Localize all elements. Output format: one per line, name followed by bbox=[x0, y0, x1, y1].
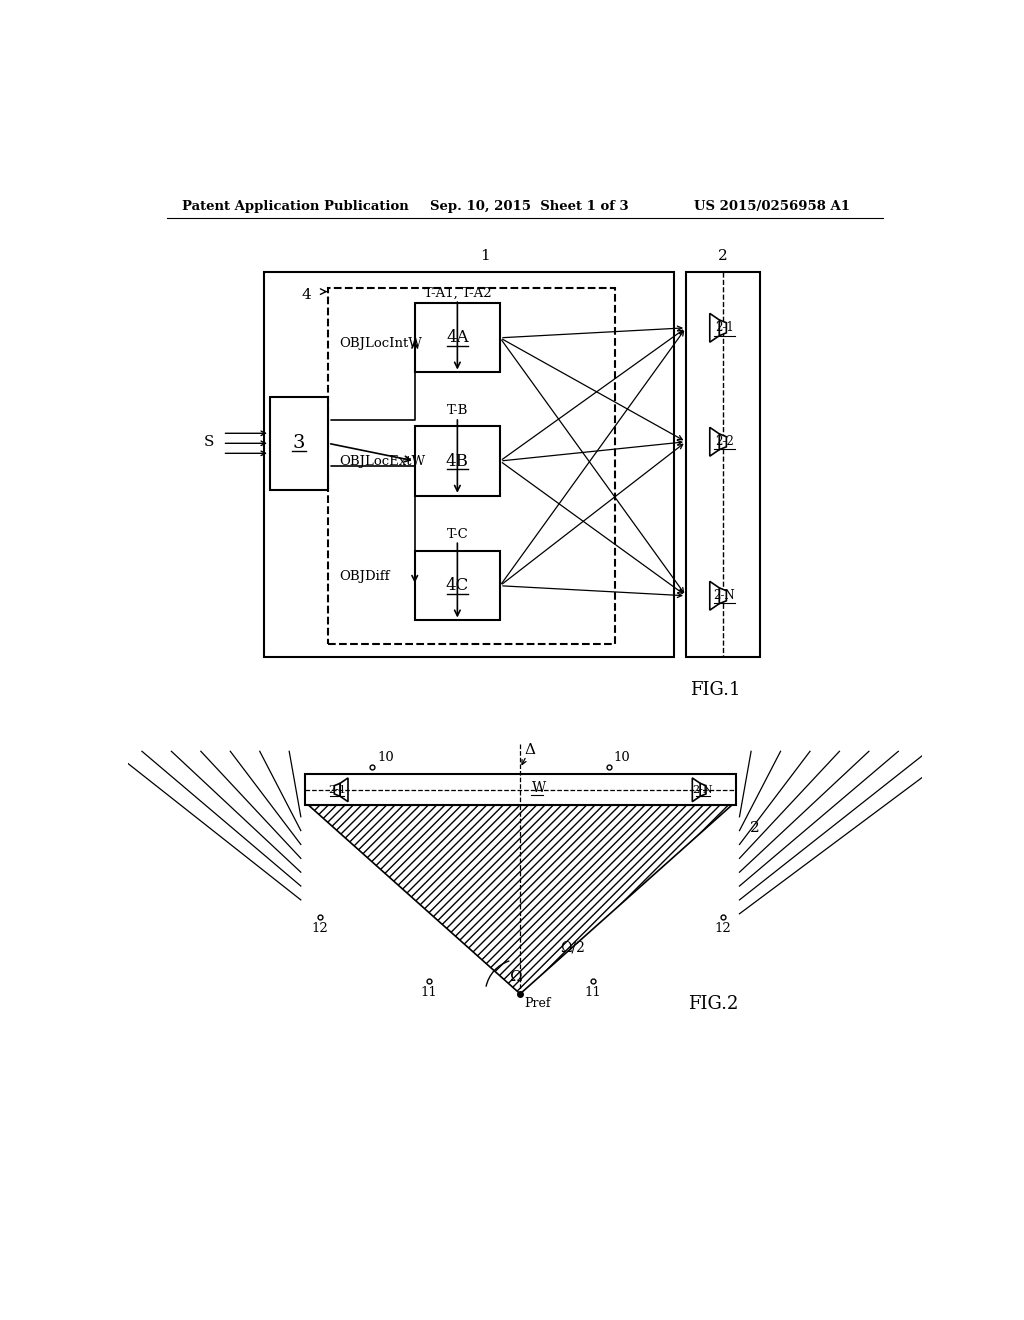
Text: OBJDiff: OBJDiff bbox=[339, 570, 389, 583]
Polygon shape bbox=[700, 783, 706, 796]
Text: 4A: 4A bbox=[446, 329, 469, 346]
Text: OBJLocExtW: OBJLocExtW bbox=[339, 454, 425, 467]
Bar bbox=[328, 288, 614, 644]
Polygon shape bbox=[308, 805, 732, 994]
Text: Patent Application Publication: Patent Application Publication bbox=[182, 199, 409, 213]
Polygon shape bbox=[710, 313, 719, 342]
Text: 4: 4 bbox=[301, 289, 311, 302]
Text: FIG.2: FIG.2 bbox=[687, 995, 738, 1012]
Text: 11: 11 bbox=[585, 986, 601, 999]
Text: 1: 1 bbox=[479, 249, 489, 263]
Text: S: S bbox=[204, 434, 215, 449]
Text: 2-1: 2-1 bbox=[715, 321, 734, 334]
Text: 4B: 4B bbox=[445, 453, 469, 470]
Text: US 2015/0256958 A1: US 2015/0256958 A1 bbox=[693, 199, 850, 213]
Bar bbox=[270, 397, 328, 490]
Polygon shape bbox=[692, 777, 700, 801]
Text: 2-2: 2-2 bbox=[715, 436, 734, 449]
Text: FIG.1: FIG.1 bbox=[690, 681, 740, 698]
Bar bbox=[415, 304, 500, 372]
Text: T-A1, T-A2: T-A1, T-A2 bbox=[424, 286, 492, 300]
Polygon shape bbox=[719, 319, 726, 335]
Text: Ω: Ω bbox=[510, 970, 522, 983]
Text: 2: 2 bbox=[750, 821, 760, 836]
Text: 2-N: 2-N bbox=[714, 589, 735, 602]
Text: T-B: T-B bbox=[446, 404, 468, 417]
Text: 2: 2 bbox=[718, 249, 728, 263]
Text: 10: 10 bbox=[614, 751, 631, 764]
Text: 4C: 4C bbox=[445, 577, 469, 594]
Polygon shape bbox=[710, 428, 719, 457]
Bar bbox=[415, 426, 500, 496]
Text: W: W bbox=[531, 781, 546, 795]
Polygon shape bbox=[719, 434, 726, 450]
Text: Sep. 10, 2015  Sheet 1 of 3: Sep. 10, 2015 Sheet 1 of 3 bbox=[430, 199, 629, 213]
Text: Ω/2: Ω/2 bbox=[560, 941, 586, 954]
Text: 3: 3 bbox=[293, 434, 305, 453]
Text: 12: 12 bbox=[715, 921, 731, 935]
Polygon shape bbox=[334, 783, 340, 796]
Text: 2-N: 2-N bbox=[693, 785, 714, 795]
Text: OBJLocIntW: OBJLocIntW bbox=[339, 337, 422, 350]
Text: 2-1: 2-1 bbox=[329, 785, 346, 795]
Text: 11: 11 bbox=[420, 986, 437, 999]
Bar bbox=[263, 272, 675, 657]
Polygon shape bbox=[340, 777, 348, 801]
Text: Pref: Pref bbox=[524, 997, 551, 1010]
Bar bbox=[305, 775, 735, 805]
Text: 12: 12 bbox=[312, 921, 329, 935]
Polygon shape bbox=[719, 587, 726, 603]
Bar bbox=[415, 552, 500, 620]
Polygon shape bbox=[710, 581, 719, 610]
Text: 10: 10 bbox=[378, 751, 394, 764]
Text: Δ: Δ bbox=[524, 743, 535, 756]
Bar bbox=[686, 272, 760, 657]
Text: T-C: T-C bbox=[446, 528, 468, 541]
